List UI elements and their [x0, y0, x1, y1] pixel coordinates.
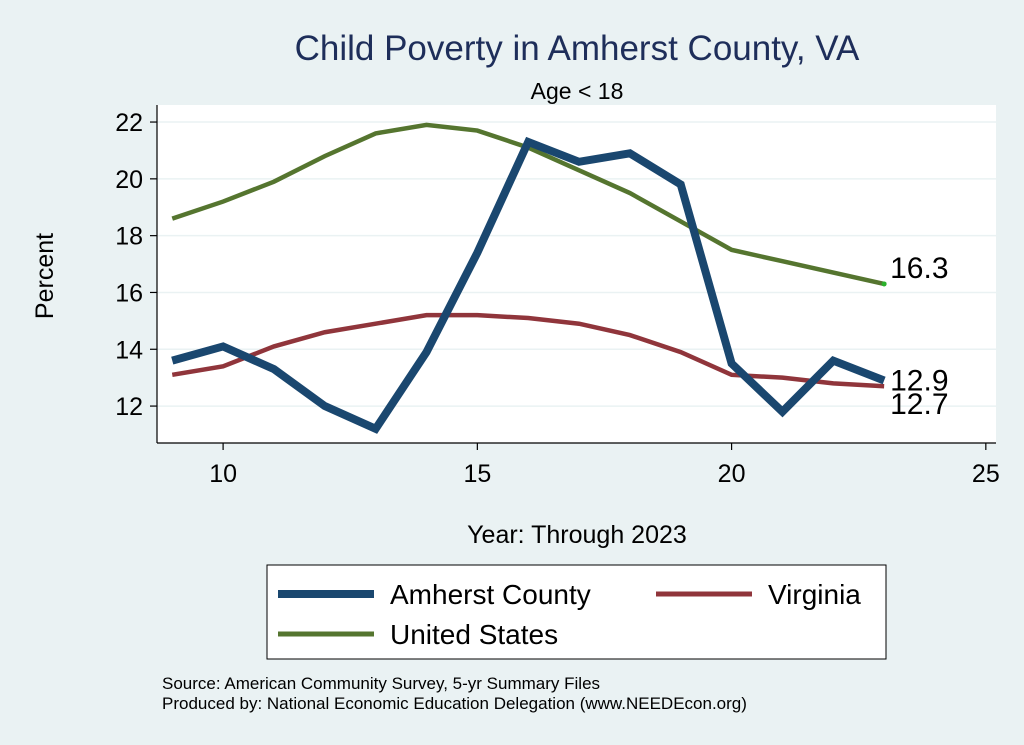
y-tick-label: 16 [115, 279, 143, 307]
end-label-amherst-county: 12.9 [890, 365, 948, 398]
legend-label: United States [390, 619, 558, 650]
legend-label: Virginia [768, 579, 861, 610]
series-line-amherst-county [171, 136, 886, 434]
x-tick-label: 10 [209, 460, 237, 488]
series-lines [171, 122, 886, 434]
chart-title: Child Poverty in Amherst County, VA [295, 29, 860, 68]
axes [156, 105, 996, 444]
end-point-marker [881, 281, 887, 287]
produced-by-note: Produced by: National Economic Education… [162, 694, 747, 713]
y-tick-label: 22 [115, 109, 143, 137]
y-tick-label: 20 [115, 166, 143, 194]
x-axis-ticks: 10 15 20 25 [209, 443, 1000, 488]
chart-subtitle: Age < 18 [531, 78, 624, 104]
y-tick-label: 18 [115, 223, 143, 251]
series-line-virginia [171, 312, 885, 389]
x-axis-label: Year: Through 2023 [467, 521, 687, 549]
y-axis-ticks: 12 14 16 18 20 22 [115, 109, 157, 421]
y-axis-label: Percent [31, 233, 59, 319]
end-label-united-states: 16.3 [890, 252, 948, 285]
y-tick-label: 14 [115, 336, 143, 364]
source-note: Source: American Community Survey, 5-yr … [162, 674, 600, 693]
x-tick-label: 20 [718, 460, 746, 488]
gridlines [157, 121, 996, 407]
y-tick-label: 12 [115, 393, 143, 421]
x-tick-label: 25 [972, 460, 1000, 488]
x-tick-label: 15 [463, 460, 491, 488]
legend-box [266, 564, 887, 660]
legend-label: Amherst County [390, 579, 591, 610]
end-labels: 12.912.7 16.3 [881, 252, 949, 421]
legend: Amherst County Virginia United States [266, 564, 887, 660]
end-label-virginia: 12.7 [890, 388, 948, 421]
plot-area [157, 105, 996, 443]
